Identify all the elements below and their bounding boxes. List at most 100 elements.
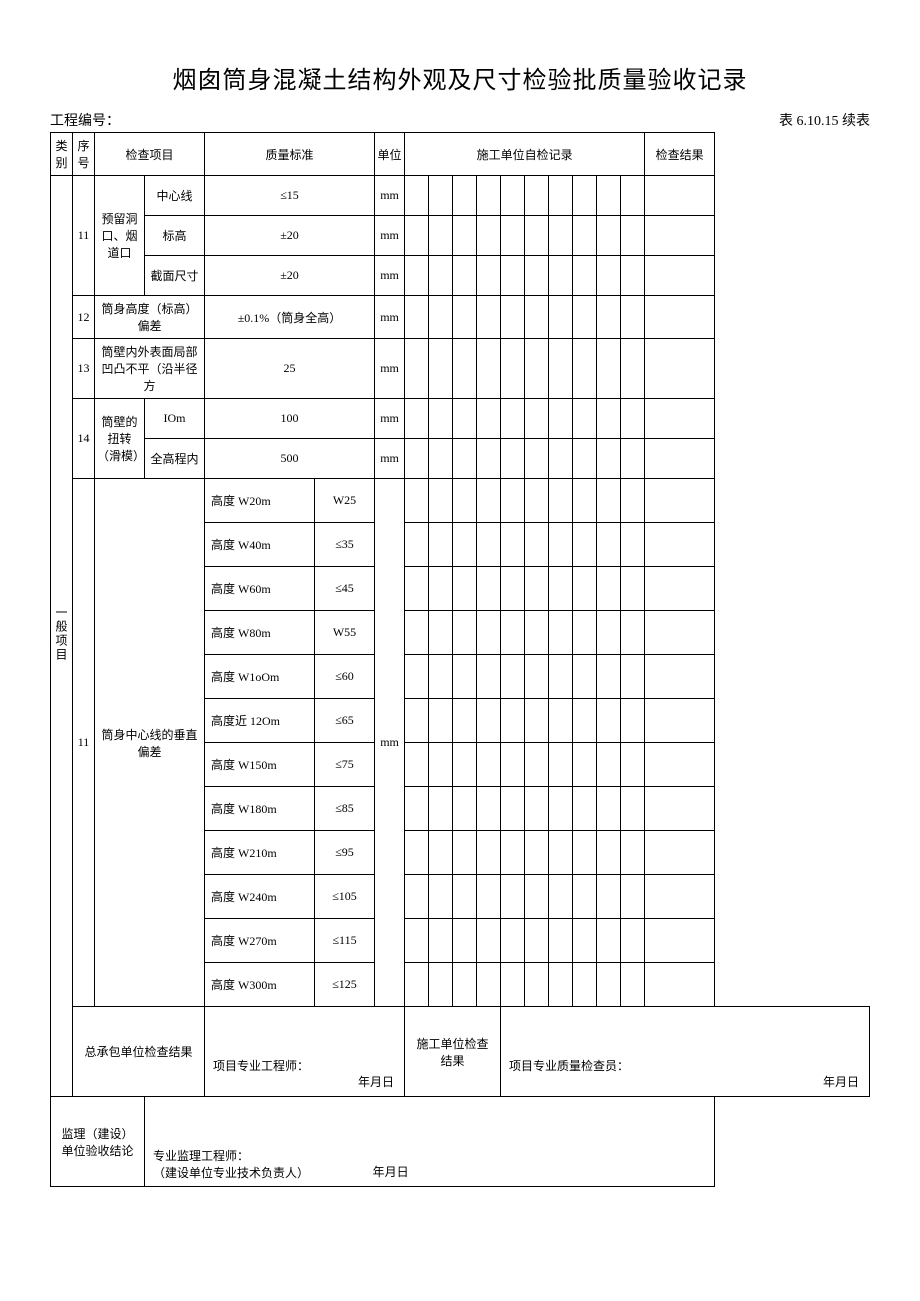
rec-cell[interactable]	[573, 339, 597, 399]
rec-cell[interactable]	[525, 743, 549, 787]
rec-cell[interactable]	[525, 787, 549, 831]
rec-cell[interactable]	[525, 439, 549, 479]
rec-cell[interactable]	[525, 831, 549, 875]
result-cell[interactable]	[645, 339, 715, 399]
rec-cell[interactable]	[525, 655, 549, 699]
rec-cell[interactable]	[429, 176, 453, 216]
rec-cell[interactable]	[549, 699, 573, 743]
rec-cell[interactable]	[621, 399, 645, 439]
rec-cell[interactable]	[405, 296, 429, 339]
rec-cell[interactable]	[573, 655, 597, 699]
rec-cell[interactable]	[501, 567, 525, 611]
rec-cell[interactable]	[477, 787, 501, 831]
rec-cell[interactable]	[501, 216, 525, 256]
rec-cell[interactable]	[549, 787, 573, 831]
rec-cell[interactable]	[477, 963, 501, 1007]
rec-cell[interactable]	[597, 296, 621, 339]
rec-cell[interactable]	[549, 743, 573, 787]
rec-cell[interactable]	[597, 919, 621, 963]
rec-cell[interactable]	[549, 176, 573, 216]
rec-cell[interactable]	[549, 963, 573, 1007]
rec-cell[interactable]	[501, 919, 525, 963]
rec-cell[interactable]	[549, 339, 573, 399]
rec-cell[interactable]	[525, 919, 549, 963]
rec-cell[interactable]	[453, 831, 477, 875]
rec-cell[interactable]	[477, 439, 501, 479]
rec-cell[interactable]	[501, 339, 525, 399]
rec-cell[interactable]	[549, 919, 573, 963]
rec-cell[interactable]	[405, 743, 429, 787]
rec-cell[interactable]	[621, 919, 645, 963]
rec-cell[interactable]	[597, 655, 621, 699]
rec-cell[interactable]	[597, 176, 621, 216]
rec-cell[interactable]	[525, 875, 549, 919]
rec-cell[interactable]	[621, 831, 645, 875]
rec-cell[interactable]	[477, 743, 501, 787]
rec-cell[interactable]	[573, 439, 597, 479]
construction-sig-cell[interactable]: 项目专业质量检查员： 年月日	[501, 1007, 870, 1097]
rec-cell[interactable]	[597, 743, 621, 787]
rec-cell[interactable]	[453, 256, 477, 296]
result-cell[interactable]	[645, 699, 715, 743]
rec-cell[interactable]	[405, 256, 429, 296]
rec-cell[interactable]	[573, 176, 597, 216]
rec-cell[interactable]	[405, 479, 429, 523]
rec-cell[interactable]	[549, 611, 573, 655]
rec-cell[interactable]	[621, 339, 645, 399]
rec-cell[interactable]	[429, 216, 453, 256]
rec-cell[interactable]	[573, 611, 597, 655]
rec-cell[interactable]	[525, 256, 549, 296]
rec-cell[interactable]	[453, 963, 477, 1007]
rec-cell[interactable]	[453, 216, 477, 256]
rec-cell[interactable]	[405, 875, 429, 919]
rec-cell[interactable]	[525, 699, 549, 743]
rec-cell[interactable]	[501, 296, 525, 339]
rec-cell[interactable]	[597, 567, 621, 611]
rec-cell[interactable]	[549, 439, 573, 479]
rec-cell[interactable]	[429, 439, 453, 479]
rec-cell[interactable]	[429, 699, 453, 743]
rec-cell[interactable]	[597, 256, 621, 296]
rec-cell[interactable]	[429, 655, 453, 699]
rec-cell[interactable]	[429, 611, 453, 655]
rec-cell[interactable]	[549, 479, 573, 523]
rec-cell[interactable]	[597, 831, 621, 875]
rec-cell[interactable]	[525, 567, 549, 611]
rec-cell[interactable]	[573, 479, 597, 523]
rec-cell[interactable]	[501, 963, 525, 1007]
rec-cell[interactable]	[453, 699, 477, 743]
rec-cell[interactable]	[525, 296, 549, 339]
rec-cell[interactable]	[405, 699, 429, 743]
rec-cell[interactable]	[549, 655, 573, 699]
rec-cell[interactable]	[453, 176, 477, 216]
rec-cell[interactable]	[549, 875, 573, 919]
rec-cell[interactable]	[597, 699, 621, 743]
rec-cell[interactable]	[429, 523, 453, 567]
result-cell[interactable]	[645, 479, 715, 523]
rec-cell[interactable]	[573, 831, 597, 875]
result-cell[interactable]	[645, 523, 715, 567]
result-cell[interactable]	[645, 439, 715, 479]
result-cell[interactable]	[645, 655, 715, 699]
rec-cell[interactable]	[621, 479, 645, 523]
rec-cell[interactable]	[549, 256, 573, 296]
rec-cell[interactable]	[621, 655, 645, 699]
rec-cell[interactable]	[573, 216, 597, 256]
rec-cell[interactable]	[525, 216, 549, 256]
rec-cell[interactable]	[453, 439, 477, 479]
rec-cell[interactable]	[405, 216, 429, 256]
rec-cell[interactable]	[501, 611, 525, 655]
rec-cell[interactable]	[501, 256, 525, 296]
rec-cell[interactable]	[453, 296, 477, 339]
result-cell[interactable]	[645, 831, 715, 875]
rec-cell[interactable]	[621, 743, 645, 787]
rec-cell[interactable]	[477, 256, 501, 296]
rec-cell[interactable]	[477, 567, 501, 611]
rec-cell[interactable]	[501, 787, 525, 831]
result-cell[interactable]	[645, 743, 715, 787]
rec-cell[interactable]	[453, 479, 477, 523]
rec-cell[interactable]	[501, 743, 525, 787]
rec-cell[interactable]	[621, 216, 645, 256]
rec-cell[interactable]	[477, 523, 501, 567]
rec-cell[interactable]	[477, 296, 501, 339]
